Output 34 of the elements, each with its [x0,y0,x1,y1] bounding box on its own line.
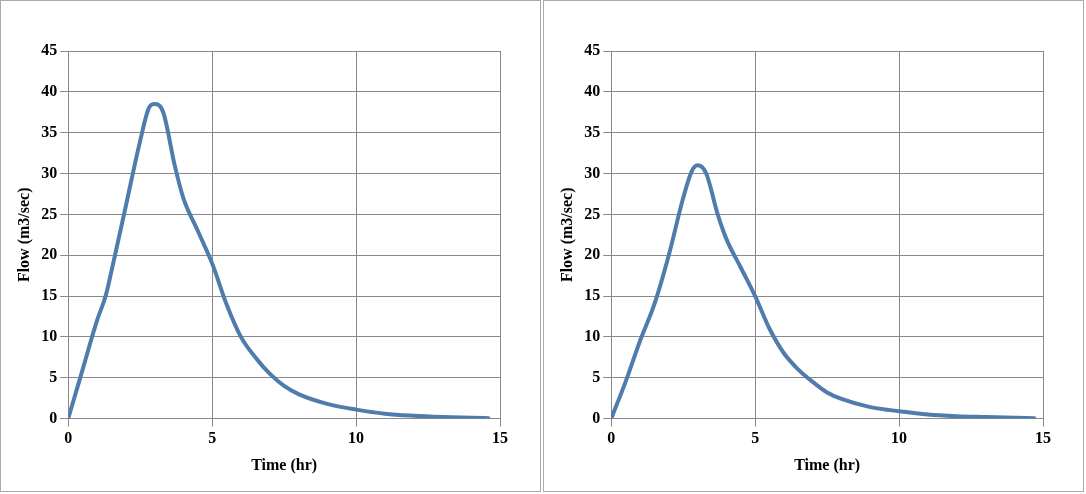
y-tick-label: 30 [584,163,601,181]
x-tick-label: 5 [208,429,217,447]
x-tick-label: 0 [607,429,616,447]
y-tick-label: 35 [584,122,601,140]
y-tick-label: 20 [584,245,601,263]
y-tick-label: 10 [41,327,58,345]
x-axis-title: Time (hr) [794,455,861,474]
y-tick-label: 5 [592,367,601,385]
y-tick-label: 0 [592,408,601,426]
y-tick-label: 45 [584,41,601,59]
y-tick-label: 40 [41,81,58,99]
y-tick-label: 25 [584,204,601,222]
x-tick-label: 15 [492,429,508,447]
x-tick-label: 10 [891,429,908,447]
y-tick-label: 35 [41,122,58,140]
y-tick-label: 40 [584,81,601,99]
y-tick-label: 25 [41,204,58,222]
y-axis-title: Flow (m3/sec) [14,187,33,283]
line-series [68,102,491,419]
x-tick-label: 15 [1035,429,1051,447]
y-tick-label: 0 [49,408,58,426]
y-axis-title: Flow (m3/sec) [557,187,576,283]
y-tick-label: 5 [49,367,58,385]
x-tick-label: 10 [348,429,365,447]
x-tick-label: 5 [751,429,760,447]
y-tick-label: 10 [584,327,601,345]
x-tick-label: 0 [64,429,73,447]
y-tick-label: 15 [584,286,601,304]
y-tick-label: 20 [41,245,58,263]
y-tick-label: 30 [41,163,58,181]
y-tick-label: 45 [41,41,58,59]
line-series [611,163,1037,419]
x-axis-title: Time (hr) [251,455,318,474]
y-tick-label: 15 [41,286,58,304]
